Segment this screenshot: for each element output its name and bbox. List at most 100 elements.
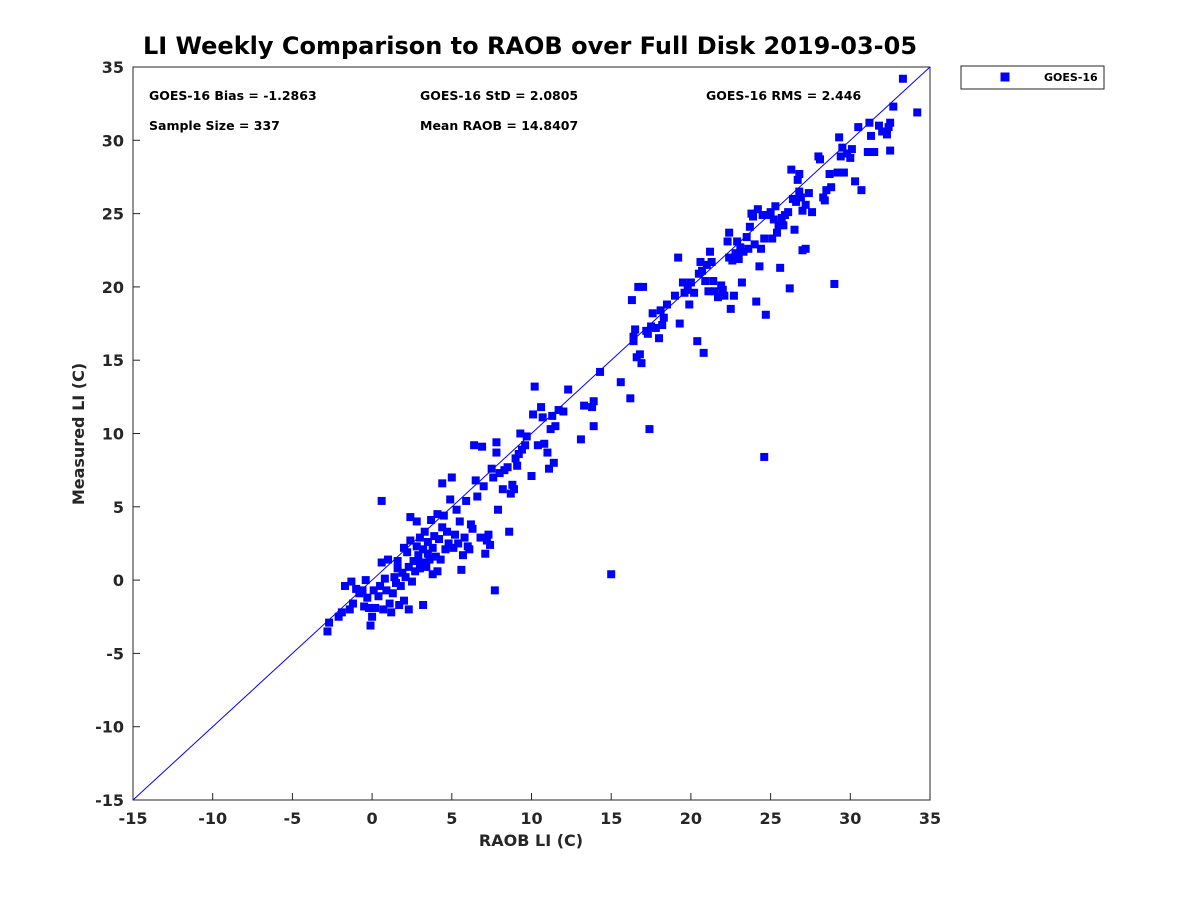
data-point [589, 422, 598, 431]
data-point [398, 568, 407, 577]
data-point [379, 605, 388, 614]
data-point [736, 243, 745, 252]
data-point [468, 524, 477, 533]
data-point [449, 543, 458, 552]
data-point [460, 533, 469, 542]
data-point [670, 291, 679, 300]
data-point [857, 186, 866, 195]
data-point [395, 601, 404, 610]
data-point [476, 533, 485, 542]
data-point [471, 476, 480, 485]
data-point [882, 130, 891, 139]
data-point [387, 608, 396, 617]
data-point [768, 234, 777, 243]
x-tick-label: 35 [919, 809, 941, 828]
data-point [656, 306, 665, 315]
stat-bias: GOES-16 Bias = -1.2863 [149, 88, 317, 103]
data-point [409, 557, 418, 566]
data-point [725, 228, 734, 237]
data-point [419, 601, 428, 610]
data-point [913, 108, 922, 117]
data-point [801, 200, 810, 209]
data-point [478, 442, 487, 451]
data-point [415, 564, 424, 573]
data-point [411, 567, 420, 576]
data-point [742, 233, 751, 242]
data-point [795, 170, 804, 179]
x-tick-label: 10 [520, 809, 542, 828]
data-point [473, 492, 482, 501]
series-goes16-points [323, 74, 922, 636]
data-point [348, 599, 357, 608]
data-point [450, 530, 459, 539]
data-point [420, 527, 429, 536]
data-point [898, 74, 907, 83]
data-point [404, 562, 413, 571]
data-point [521, 441, 530, 450]
stat-rms: GOES-16 RMS = 2.446 [706, 88, 861, 103]
y-tick-label: 15 [102, 351, 124, 370]
data-point [723, 237, 732, 246]
data-point [760, 234, 769, 243]
data-point [629, 332, 638, 341]
data-point [825, 170, 834, 179]
data-point [361, 576, 370, 585]
data-point [368, 612, 377, 621]
data-point [784, 208, 793, 217]
data-point [364, 603, 373, 612]
data-point [380, 574, 389, 583]
data-point [801, 244, 810, 253]
data-point [399, 543, 408, 552]
legend-box [960, 65, 1105, 90]
data-point [403, 548, 412, 557]
data-point [393, 557, 402, 566]
data-point [412, 517, 421, 526]
data-point [884, 123, 893, 132]
data-point [433, 567, 442, 576]
data-point [588, 403, 597, 412]
data-point [430, 532, 439, 541]
data-point [637, 359, 646, 368]
data-point [839, 168, 848, 177]
data-point [753, 205, 762, 214]
data-point [827, 183, 836, 192]
data-point [492, 438, 501, 447]
data-point [341, 581, 350, 590]
data-point [846, 153, 855, 162]
data-point [616, 378, 625, 387]
data-point [589, 397, 598, 406]
data-point [540, 439, 549, 448]
data-point [537, 403, 546, 412]
data-point [655, 334, 664, 343]
legend-marker-goes16 [1000, 72, 1010, 82]
data-point [870, 148, 879, 157]
data-point [431, 552, 440, 561]
data-point [404, 605, 413, 614]
data-point [371, 603, 380, 612]
data-point [847, 145, 856, 154]
data-point [760, 452, 769, 461]
data-point [407, 577, 416, 586]
data-point [674, 253, 683, 262]
data-point [867, 131, 876, 140]
data-point [385, 599, 394, 608]
data-point [384, 555, 393, 564]
data-point [482, 536, 491, 545]
data-point [710, 287, 719, 296]
data-point [436, 555, 445, 564]
data-point [865, 118, 874, 127]
data-point [808, 208, 817, 217]
data-point [390, 573, 399, 582]
data-point [645, 425, 654, 434]
data-point [543, 448, 552, 457]
data-point [720, 291, 729, 300]
data-point [878, 127, 887, 136]
data-point [580, 401, 589, 410]
data-point [717, 281, 726, 290]
data-point [690, 288, 699, 297]
data-point [648, 309, 657, 318]
data-point [325, 618, 334, 627]
data-point [438, 523, 447, 532]
data-point [769, 215, 778, 224]
data-point [551, 422, 560, 431]
